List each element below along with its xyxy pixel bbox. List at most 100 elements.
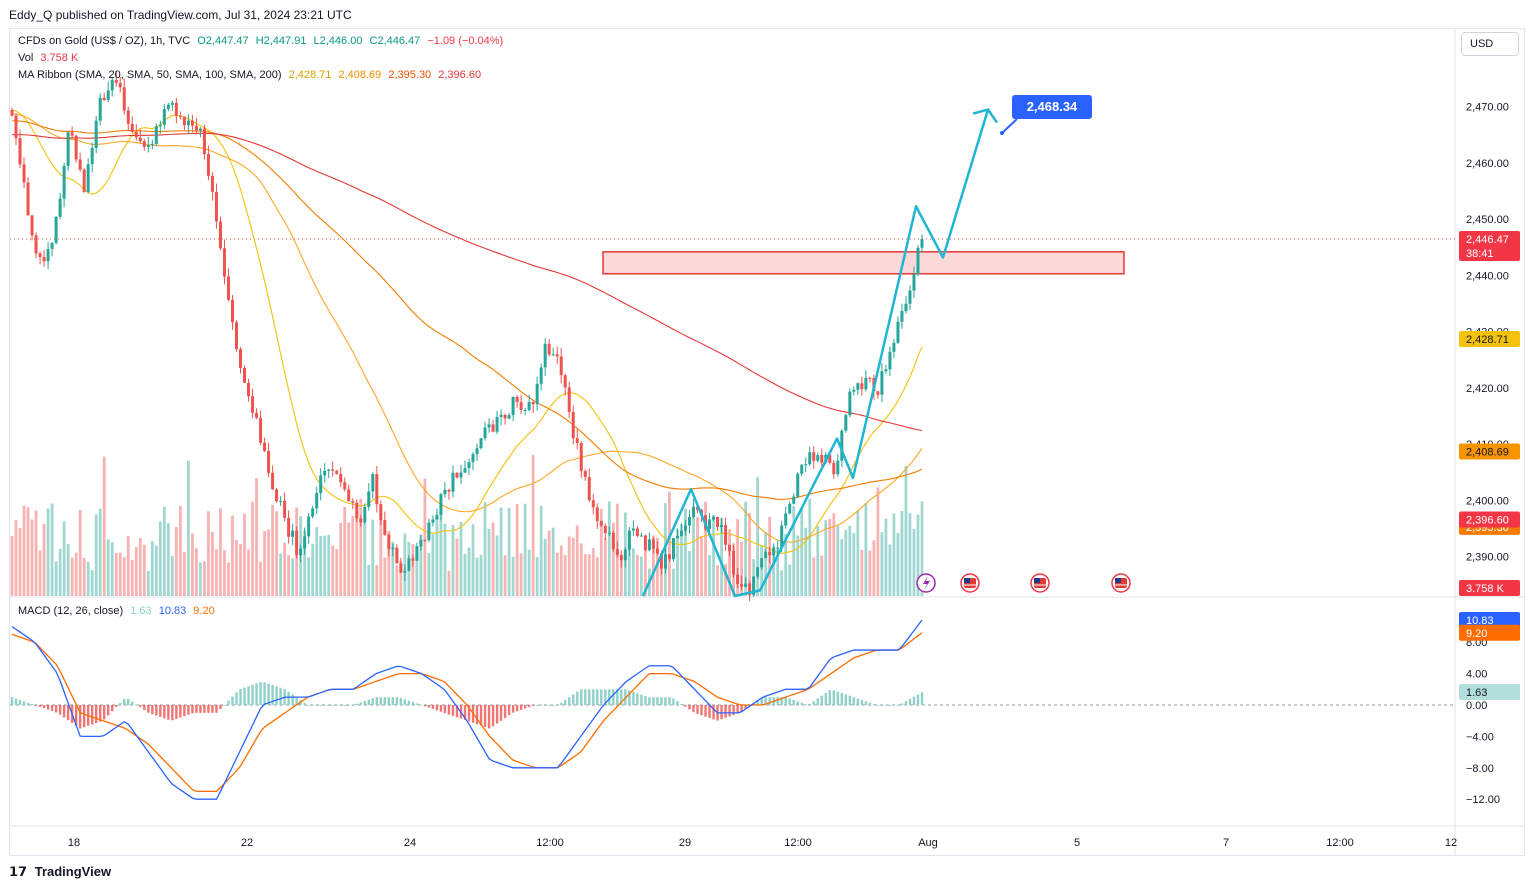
volume-bar [267,529,270,596]
volume-bar [547,530,551,596]
volume-bar [607,501,611,596]
volume-badge-text: 3.758 K [1466,583,1505,595]
volume-bar [920,501,924,596]
candle-body [539,367,543,384]
macd-histogram-bar [856,698,860,705]
macd-histogram-bar [848,695,852,705]
macd-histogram-bar [788,698,791,705]
candle-body [134,131,138,138]
volume-bar [896,533,900,596]
candle-body [154,126,158,144]
candle-body [631,528,635,531]
macd-histogram-bar [143,705,146,710]
volume-bar [10,536,14,596]
volume-bar [34,510,38,596]
candle-body [615,549,619,555]
candle-body [182,116,186,126]
candle-body [34,235,38,254]
candle-body [619,554,623,561]
macd-histogram-bar [780,697,783,705]
candle-body [659,553,663,569]
footer-brand[interactable]: 𝟭𝟳 TradingView [9,864,111,880]
candle-body [419,539,423,547]
candle-body [463,468,467,473]
macd-histogram-bar [884,705,888,706]
macd-histogram-bar [22,701,26,705]
ma-badge-3 [1459,511,1520,528]
candle-body [375,474,379,505]
macd-histogram-bar [736,705,739,714]
macd-histogram-bar [419,704,423,706]
macd-histogram-bar [604,689,607,705]
candle-body [287,517,291,537]
macd-histogram-bar [42,705,46,709]
macd-histogram-bar [211,705,214,713]
candle-body [467,462,471,469]
macd-histogram-bar [371,698,374,705]
candle-body [218,221,222,249]
resistance-zone-box [602,251,1125,275]
volume-bar [668,492,671,596]
volume-bar [599,509,603,596]
macd-histogram-bar [584,689,587,705]
candle-body [852,389,856,392]
macd-histogram-bar [920,692,924,705]
candle-body [728,544,732,551]
candle-body [70,132,74,136]
candle-body [752,576,756,595]
candle-body [519,402,523,411]
volume-bar [415,545,419,596]
candle-body [635,528,639,536]
volume-bar [700,536,703,596]
volume-bar [170,556,174,596]
legend-low: L2,446.00 [313,35,363,47]
volume-bar [892,513,896,596]
time-tick-label: 24 [404,837,416,849]
candle-body [455,472,459,478]
candle-body [732,550,736,575]
macd-histogram-bar [415,703,419,705]
volume-bar [487,528,491,596]
macd-histogram-bar [127,698,130,705]
currency-button[interactable]: USD [1461,32,1519,56]
ma-badge-1 [1459,443,1520,460]
macd-histogram-bar [864,701,868,705]
macd-histogram-bar [315,705,318,706]
candle-body [359,518,363,523]
candle-body [736,574,740,584]
volume-bar [900,510,904,596]
candle-body [118,82,122,88]
volume-bar [796,535,800,596]
candle-body [190,120,194,126]
candle-body [351,501,355,503]
macd-histogram-bar [696,705,699,714]
volume-bar [491,522,495,596]
macd-histogram-bar [824,692,827,705]
volume-bar [90,570,94,596]
candle-body [263,442,267,452]
candle-body [487,424,491,428]
candle-body [679,530,683,537]
candle-body [511,396,515,416]
volume-bar [255,478,258,596]
candle-body [271,472,275,490]
candle-body [912,274,916,291]
volume-bar [631,548,635,596]
macd-histogram-bar [443,705,447,714]
volume-bar [227,562,230,596]
macd-histogram-bar [572,694,575,705]
volume-badge [1459,580,1520,596]
macd-histogram-bar [688,705,691,710]
time-tick-label: 29 [679,837,691,849]
ma-badge-1-text: 2,408.69 [1466,447,1509,459]
candle-body [78,159,82,170]
candle-body [102,97,106,100]
macd-histogram-bar [543,705,547,706]
candle-body [411,558,415,561]
candle-body [299,548,303,556]
candle-body [247,382,251,397]
candle-body [483,427,487,439]
volume-bar [94,514,98,596]
candle-body [126,110,130,124]
